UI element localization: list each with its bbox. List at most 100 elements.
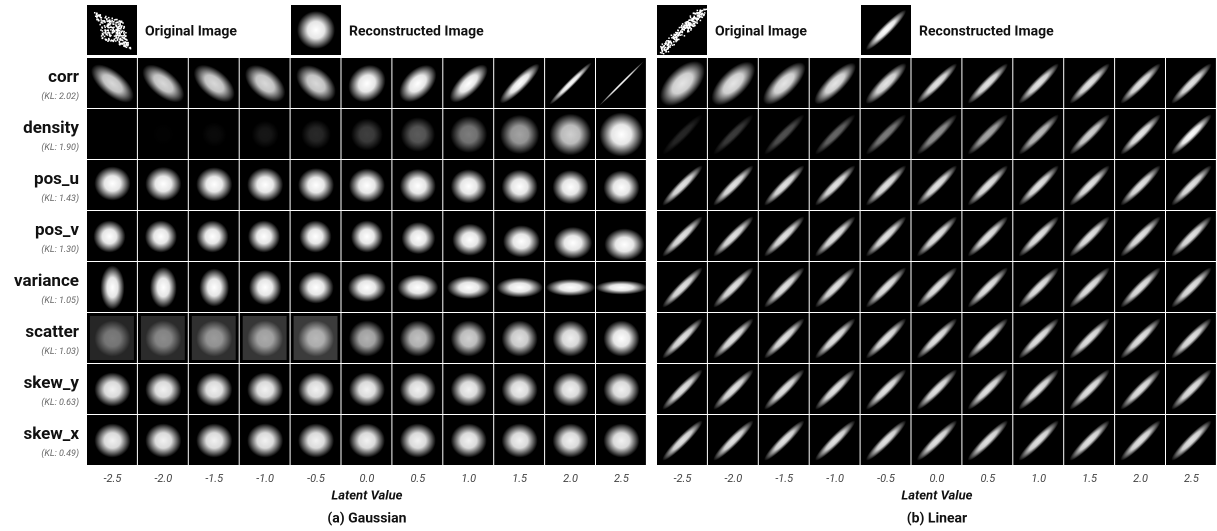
dot xyxy=(110,40,112,42)
blob xyxy=(248,221,280,253)
x-tick-label: -1.5 xyxy=(205,472,224,485)
cell xyxy=(1115,313,1165,363)
cell xyxy=(1013,313,1063,363)
cell xyxy=(87,109,137,159)
dot xyxy=(688,29,690,31)
cell xyxy=(596,211,646,261)
cell xyxy=(342,364,392,414)
cell xyxy=(545,364,595,414)
cell xyxy=(443,364,493,414)
cell xyxy=(494,58,544,108)
dot xyxy=(678,34,680,36)
blob xyxy=(397,275,438,301)
dot xyxy=(123,42,125,44)
cell xyxy=(189,415,239,465)
cell xyxy=(138,109,188,159)
dot xyxy=(108,25,110,27)
blob xyxy=(196,221,228,253)
dot xyxy=(102,34,104,36)
dot xyxy=(115,24,117,26)
cell xyxy=(87,313,137,363)
blob xyxy=(196,321,232,357)
cell xyxy=(708,109,758,159)
dot xyxy=(700,14,702,16)
blob xyxy=(298,424,334,458)
dot xyxy=(665,41,667,43)
row-kl: (KL: 1.30) xyxy=(41,244,79,255)
dot xyxy=(120,39,122,41)
dot xyxy=(123,32,125,34)
cell xyxy=(545,415,595,465)
cell xyxy=(861,109,911,159)
dot xyxy=(676,36,678,38)
legend-label: Original Image xyxy=(145,24,237,40)
cell xyxy=(759,262,809,312)
cell xyxy=(708,211,758,261)
blob xyxy=(349,169,385,203)
blob xyxy=(247,373,283,407)
blob xyxy=(349,321,385,357)
cell xyxy=(1166,313,1216,363)
cell xyxy=(912,415,962,465)
cell xyxy=(545,211,595,261)
cell xyxy=(912,160,962,210)
dot xyxy=(694,23,696,25)
cell xyxy=(596,160,646,210)
blob xyxy=(603,321,639,357)
dot xyxy=(107,34,109,36)
dot xyxy=(683,27,685,29)
x-tick-label: 2.5 xyxy=(1184,472,1200,485)
cell xyxy=(392,262,442,312)
dot xyxy=(693,17,695,19)
cell xyxy=(240,415,290,465)
blob xyxy=(502,321,538,357)
dot xyxy=(679,34,681,36)
dot xyxy=(702,17,704,19)
blob xyxy=(145,424,181,458)
blob xyxy=(603,424,639,458)
blob xyxy=(553,373,589,407)
blob xyxy=(94,373,130,407)
row-kl: (KL: 2.02) xyxy=(41,91,79,102)
cell xyxy=(240,160,290,210)
cell xyxy=(810,364,860,414)
dot xyxy=(681,34,683,36)
legend-label: Reconstructed Image xyxy=(919,24,1054,40)
dot xyxy=(119,44,121,46)
cell xyxy=(759,415,809,465)
cell xyxy=(392,364,442,414)
cell xyxy=(596,109,646,159)
dot xyxy=(680,31,682,32)
cell xyxy=(238,58,292,109)
dot xyxy=(670,45,672,47)
blob xyxy=(252,121,279,148)
dot xyxy=(106,20,108,22)
cell xyxy=(138,415,188,465)
dot xyxy=(684,29,686,31)
dot xyxy=(113,21,115,23)
cell xyxy=(962,415,1012,465)
legend-thumb xyxy=(87,5,137,55)
cell xyxy=(443,262,493,312)
cell xyxy=(912,313,962,363)
x-tick-label: 0.5 xyxy=(980,472,996,485)
dot xyxy=(665,47,667,49)
cell xyxy=(810,211,860,261)
dot xyxy=(105,31,107,33)
cell xyxy=(1013,415,1063,465)
x-tick-label: -2.5 xyxy=(104,472,123,485)
dot xyxy=(119,20,121,22)
dot xyxy=(687,27,689,29)
cell xyxy=(342,262,392,312)
dot xyxy=(108,17,110,19)
dot xyxy=(121,25,123,27)
dot xyxy=(695,13,697,15)
dot xyxy=(671,37,673,39)
dot xyxy=(111,20,113,22)
blob xyxy=(400,424,436,458)
dot xyxy=(664,43,666,45)
cell xyxy=(87,262,137,312)
cell xyxy=(1013,262,1063,312)
blob xyxy=(145,167,181,201)
blob xyxy=(451,373,487,407)
